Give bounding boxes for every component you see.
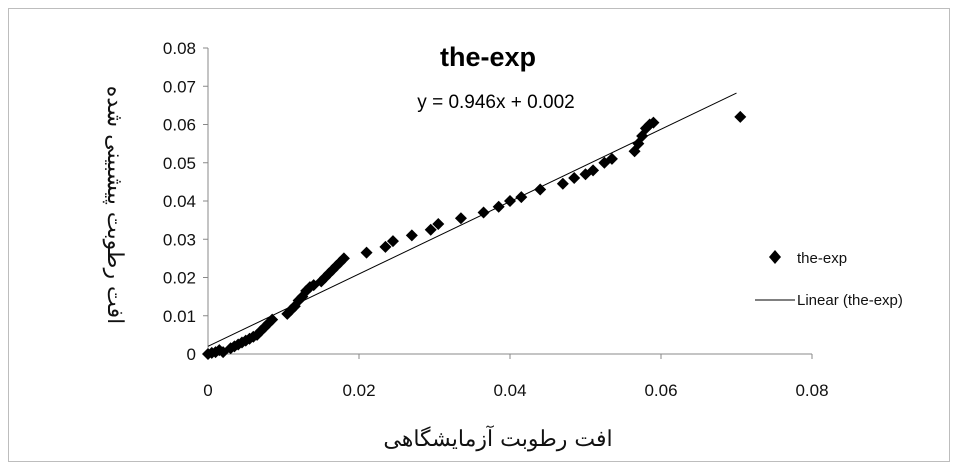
data-point bbox=[504, 195, 516, 207]
data-point bbox=[454, 212, 467, 225]
legend-marker-diamond bbox=[769, 250, 781, 264]
data-point bbox=[605, 152, 618, 165]
y-tick-label: 0.03 bbox=[163, 230, 196, 249]
y-tick-label: 0.01 bbox=[163, 307, 196, 326]
data-point bbox=[386, 235, 399, 248]
legend-label-linear: Linear (the-exp) bbox=[797, 292, 903, 309]
data-point bbox=[360, 246, 373, 259]
legend: the-exp Linear (the-exp) bbox=[755, 250, 903, 309]
data-point bbox=[587, 164, 600, 177]
x-tick-label: 0.08 bbox=[795, 381, 828, 400]
x-tick-label: 0 bbox=[203, 381, 212, 400]
chart-frame bbox=[8, 8, 950, 462]
y-axis-ticks: 0 0.01 0.02 0.03 0.04 0.05 0.06 0.07 0.08 bbox=[163, 39, 208, 364]
y-tick-label: 0.07 bbox=[163, 77, 196, 96]
y-tick-label: 0.02 bbox=[163, 269, 196, 288]
x-tick-label: 0.04 bbox=[493, 381, 526, 400]
data-point bbox=[424, 223, 437, 236]
y-tick-label: 0 bbox=[187, 345, 196, 364]
data-point bbox=[734, 110, 747, 123]
data-point bbox=[379, 240, 392, 253]
legend-label-series: the-exp bbox=[797, 250, 847, 267]
data-point bbox=[568, 172, 581, 185]
trendline-equation: y = 0.946x + 0.002 bbox=[417, 92, 574, 113]
data-point bbox=[492, 200, 505, 213]
data-point bbox=[337, 252, 350, 265]
data-point bbox=[266, 313, 279, 326]
x-axis-title: افت رطوبت آزمایشگاهی bbox=[383, 425, 612, 452]
y-tick-label: 0.05 bbox=[163, 154, 196, 173]
chart-title: the-exp bbox=[440, 42, 536, 72]
y-tick-label: 0.04 bbox=[163, 192, 196, 211]
y-tick-label: 0.06 bbox=[163, 116, 196, 135]
data-point bbox=[556, 177, 569, 190]
data-point bbox=[534, 183, 547, 196]
y-axis-title: افت رطوبت پیشبینی شده bbox=[102, 86, 127, 325]
data-point bbox=[647, 116, 660, 129]
data-point bbox=[405, 229, 418, 242]
y-tick-label: 0.08 bbox=[163, 39, 196, 58]
data-point bbox=[477, 206, 490, 219]
x-tick-label: 0.02 bbox=[342, 381, 375, 400]
data-point bbox=[432, 217, 445, 230]
x-tick-label: 0.06 bbox=[644, 381, 677, 400]
x-axis-ticks: 0 0.02 0.04 0.06 0.08 bbox=[203, 354, 829, 400]
data-points bbox=[202, 110, 747, 360]
data-point bbox=[515, 191, 528, 204]
